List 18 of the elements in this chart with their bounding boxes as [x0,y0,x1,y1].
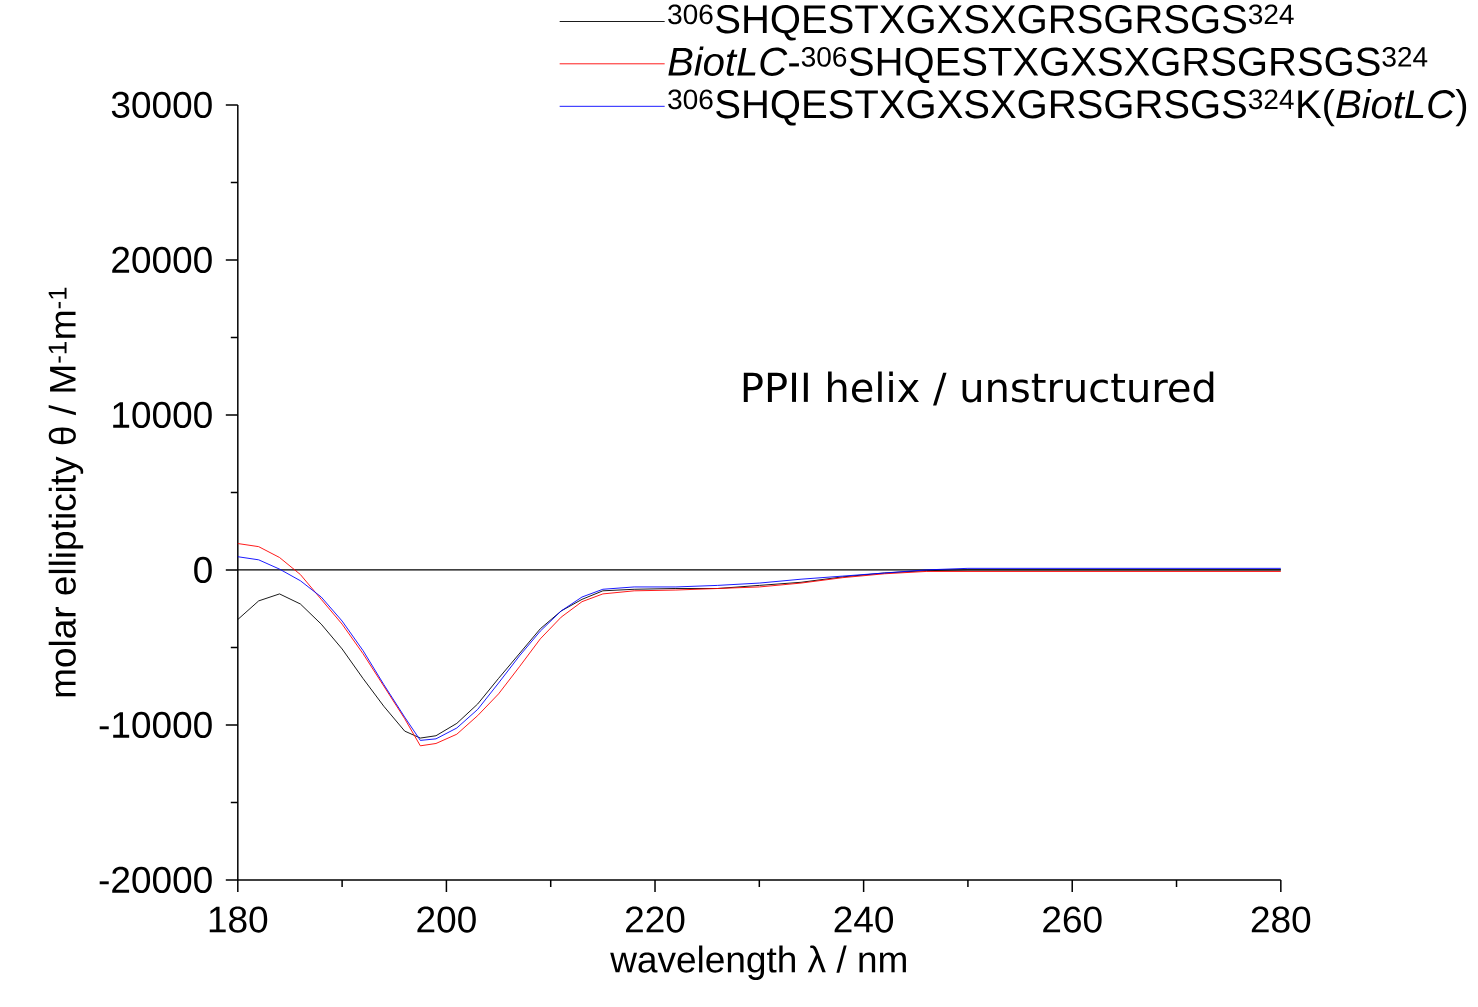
x-tick-label: 220 [626,906,685,933]
legend-label: $^{306}$SHQESTXGXSXGRSGRSGS$^{324}$ [668,4,1294,41]
x-tick-label: 180 [209,906,268,933]
y-tick-label: -20000 [99,866,212,893]
x-tick-label: 240 [834,906,894,933]
y-tick-label: 10000 [113,401,212,428]
y-tick-label: 0 [194,556,212,583]
x-axis-title: wavelength λ / nm [610,945,906,980]
annotation: PPII helix / unstructured [743,371,1214,406]
y-tick-label: 30000 [111,91,212,118]
y-tick-label: -10000 [99,711,212,738]
x-tick-label: 200 [417,906,476,933]
x-tick-label: 280 [1251,906,1311,933]
y-axis-title: molar ellipticity θ / M$^{-1}$m$^{-1}$ [48,287,84,697]
legend-label: $^{306}$SHQESTXGXSXGRSGRSGS$^{324}$K(BiotLC) [668,89,1467,127]
y-tick-label: 20000 [112,246,212,273]
x-tick-label: 260 [1043,906,1102,933]
legend-label: BiotLC-$^{306}$SHQESTXGXSXGRSGRSGS$^{324}$ [668,46,1428,84]
